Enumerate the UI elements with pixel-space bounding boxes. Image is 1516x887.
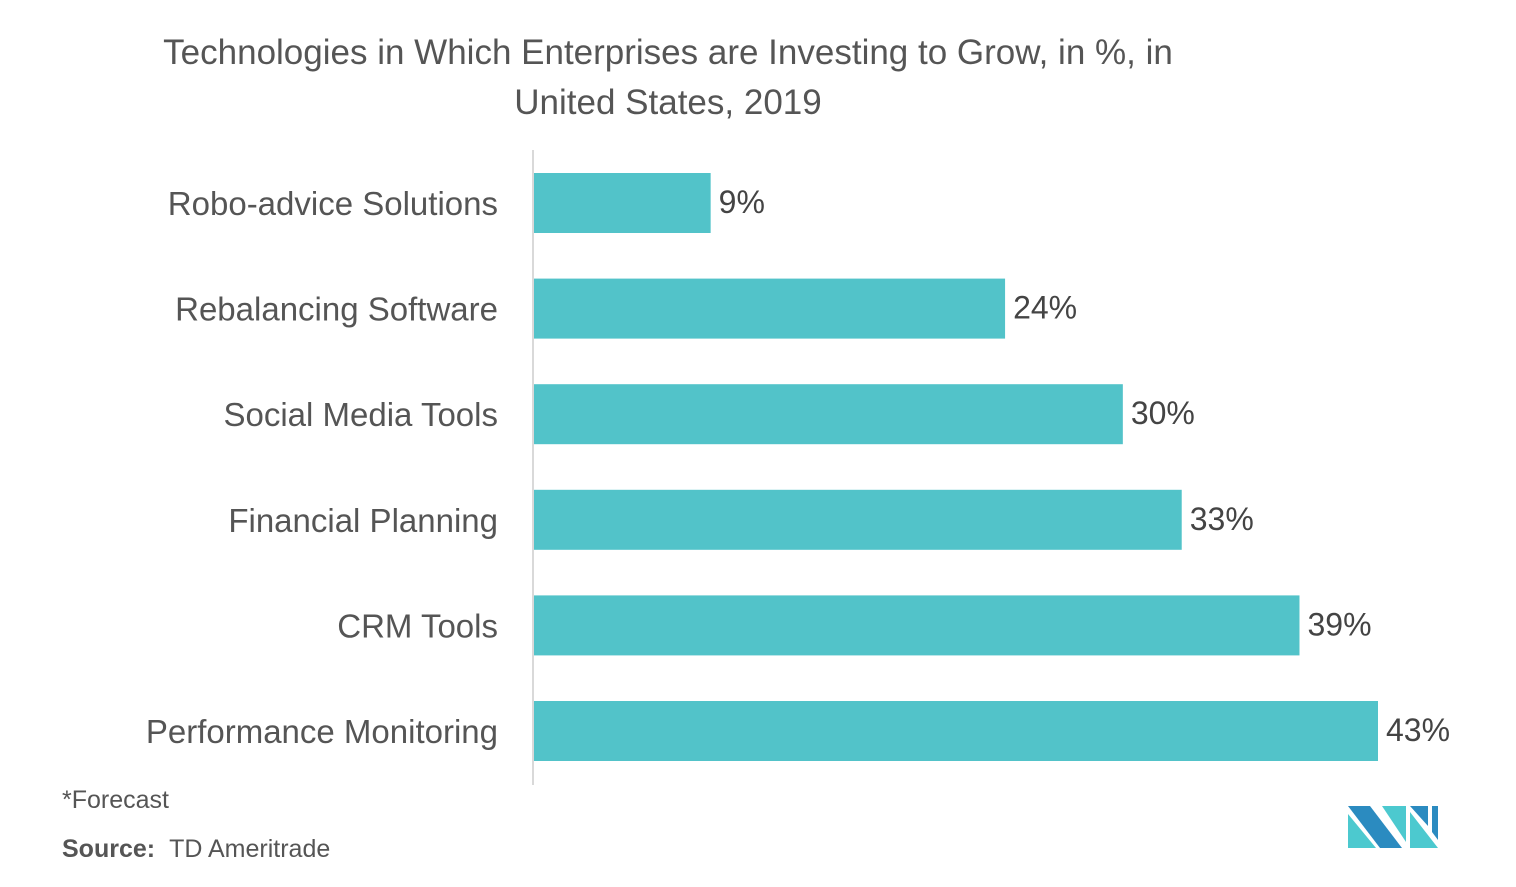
chart-title: Technologies in Which Enterprises are In…	[0, 28, 1336, 128]
category-label: Financial Planning	[228, 502, 498, 539]
bar-financial-planning	[534, 489, 1182, 550]
bar-performance-monitoring	[534, 701, 1378, 761]
category-label: Robo-advice Solutions	[168, 185, 498, 222]
bar-robo-advice-solutions	[534, 173, 711, 233]
bar-social-media-tools	[534, 384, 1123, 445]
chart-title-line-2: United States, 2019	[514, 83, 822, 122]
bar-rebalancing-software	[534, 278, 1006, 339]
value-label: 33%	[1190, 501, 1254, 537]
mordor-intelligence-logo-icon	[1348, 806, 1438, 848]
source-value: TD Ameritrade	[169, 835, 331, 863]
category-label: Performance Monitoring	[146, 713, 498, 750]
category-labels: Robo-advice Solutions Rebalancing Softwar…	[146, 185, 498, 750]
source-line: Source: TD Ameritrade	[62, 835, 330, 864]
value-label: 24%	[1013, 290, 1077, 326]
category-label: CRM Tools	[337, 607, 498, 644]
bars-group	[534, 173, 1378, 761]
value-label: 39%	[1307, 606, 1371, 642]
category-label: Social Media Tools	[223, 396, 498, 433]
value-label: 43%	[1386, 712, 1450, 748]
source-label: Source:	[62, 835, 156, 863]
footnote: *Forecast	[62, 786, 169, 814]
value-label: 30%	[1131, 395, 1195, 431]
value-labels: 9% 24% 30% 33% 39% 43%	[719, 184, 1450, 748]
bar-crm-tools	[534, 595, 1300, 656]
value-label: 9%	[719, 184, 765, 220]
category-label: Rebalancing Software	[175, 291, 498, 328]
chart-title-line-1: Technologies in Which Enterprises are In…	[163, 33, 1173, 72]
